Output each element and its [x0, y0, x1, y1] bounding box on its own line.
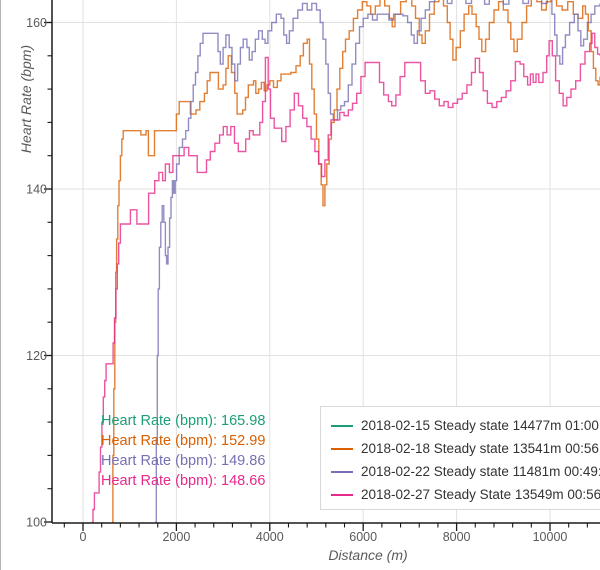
hover-readout-row: Heart Rate (bpm): 152.99 — [101, 431, 265, 451]
series-line-3 — [91, 32, 600, 523]
y-tick-label: 140 — [26, 183, 47, 197]
page-left-border — [0, 0, 1, 570]
hover-readout-label: Heart Rate (bpm): — [101, 413, 218, 429]
hover-readout-value: 148.66 — [221, 473, 266, 489]
x-tick-label: 0 — [80, 530, 87, 544]
x-tick-label: 4000 — [256, 530, 284, 544]
series-color-swatch — [331, 493, 353, 496]
legend-item-label: 2018-02-22 Steady state 11481m 00:49:1 — [361, 464, 600, 479]
series-color-swatch — [331, 470, 353, 473]
x-tick-label: 6000 — [349, 530, 377, 544]
legend-item-label: 2018-02-18 Steady state 13541m 00:56:0 — [361, 441, 600, 456]
x-tick-label: 8000 — [443, 530, 471, 544]
series-line-1 — [112, 0, 600, 523]
legend-item-label: 2018-02-27 Steady State 13549m 00:56:4 — [361, 487, 600, 502]
series-color-swatch — [331, 424, 353, 427]
series-color-swatch — [331, 447, 353, 450]
y-axis-title: Heart Rate (bpm) — [18, 45, 34, 153]
hover-readout-label: Heart Rate (bpm): — [101, 453, 218, 469]
x-tick-label: 2000 — [162, 530, 190, 544]
hover-readout-value: 149.86 — [221, 453, 266, 469]
hover-readout: Heart Rate (bpm): 165.98 Heart Rate (bpm)… — [101, 411, 265, 491]
legend-item-2018-02-15[interactable]: 2018-02-15 Steady state 14477m 01:00:2 — [331, 414, 600, 437]
legend-item-label: 2018-02-15 Steady state 14477m 01:00:2 — [361, 418, 600, 433]
hover-readout-row: Heart Rate (bpm): 149.86 — [101, 451, 265, 471]
hover-readout-label: Heart Rate (bpm): — [101, 473, 218, 489]
hover-readout-label: Heart Rate (bpm): — [101, 433, 218, 449]
legend: 2018-02-15 Steady state 14477m 01:00:2 2… — [320, 406, 600, 510]
legend-item-2018-02-22[interactable]: 2018-02-22 Steady state 11481m 00:49:1 — [331, 460, 600, 483]
hover-readout-value: 152.99 — [221, 433, 266, 449]
series-line-2 — [155, 0, 600, 523]
hover-readout-row: Heart Rate (bpm): 165.98 — [101, 411, 265, 431]
hover-readout-value: 165.98 — [221, 413, 266, 429]
x-axis-title: Distance (m) — [328, 547, 407, 563]
legend-item-2018-02-27[interactable]: 2018-02-27 Steady State 13549m 00:56:4 — [331, 483, 600, 506]
hover-readout-row: Heart Rate (bpm): 148.66 — [101, 471, 265, 491]
y-tick-label: 160 — [26, 16, 47, 30]
y-tick-label: 120 — [26, 349, 47, 363]
x-tick-label: 10000 — [533, 530, 568, 544]
legend-item-2018-02-18[interactable]: 2018-02-18 Steady state 13541m 00:56:0 — [331, 437, 600, 460]
y-tick-label: 100 — [26, 516, 47, 530]
